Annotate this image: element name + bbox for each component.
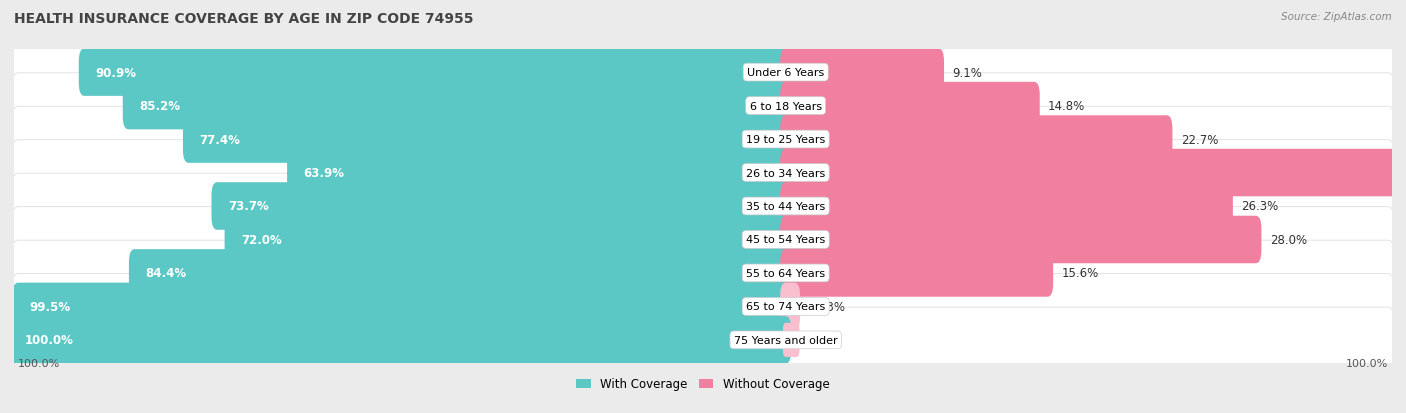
- Text: 22.7%: 22.7%: [1181, 133, 1218, 146]
- Text: 15.6%: 15.6%: [1062, 267, 1098, 280]
- FancyBboxPatch shape: [780, 49, 943, 97]
- FancyBboxPatch shape: [780, 116, 1173, 164]
- FancyBboxPatch shape: [287, 150, 792, 197]
- Text: 100.0%: 100.0%: [18, 358, 60, 368]
- Text: 35 to 44 Years: 35 to 44 Years: [747, 202, 825, 211]
- Text: 19 to 25 Years: 19 to 25 Years: [747, 135, 825, 145]
- FancyBboxPatch shape: [11, 274, 1395, 339]
- FancyBboxPatch shape: [211, 183, 792, 230]
- FancyBboxPatch shape: [780, 249, 1053, 297]
- FancyBboxPatch shape: [11, 140, 1395, 206]
- FancyBboxPatch shape: [11, 174, 1395, 239]
- Text: 28.0%: 28.0%: [1270, 233, 1306, 247]
- FancyBboxPatch shape: [780, 283, 800, 330]
- FancyBboxPatch shape: [11, 240, 1395, 306]
- Text: 90.9%: 90.9%: [96, 66, 136, 79]
- Text: 26 to 34 Years: 26 to 34 Years: [747, 168, 825, 178]
- Text: 0.0%: 0.0%: [800, 334, 830, 347]
- FancyBboxPatch shape: [780, 83, 1040, 130]
- FancyBboxPatch shape: [11, 74, 1395, 139]
- Text: 26.3%: 26.3%: [1241, 200, 1278, 213]
- FancyBboxPatch shape: [11, 40, 1395, 106]
- Text: 55 to 64 Years: 55 to 64 Years: [747, 268, 825, 278]
- Text: 63.9%: 63.9%: [304, 166, 344, 180]
- Text: Under 6 Years: Under 6 Years: [747, 68, 824, 78]
- FancyBboxPatch shape: [11, 307, 1395, 373]
- Text: 99.5%: 99.5%: [30, 300, 70, 313]
- Text: 100.0%: 100.0%: [1346, 358, 1388, 368]
- FancyBboxPatch shape: [13, 283, 792, 330]
- Text: 73.7%: 73.7%: [228, 200, 269, 213]
- Text: 6 to 18 Years: 6 to 18 Years: [749, 101, 821, 112]
- FancyBboxPatch shape: [79, 49, 792, 97]
- Text: 65 to 74 Years: 65 to 74 Years: [747, 301, 825, 312]
- Text: 72.0%: 72.0%: [242, 233, 281, 247]
- FancyBboxPatch shape: [8, 316, 792, 364]
- Text: 100.0%: 100.0%: [25, 334, 75, 347]
- Text: Source: ZipAtlas.com: Source: ZipAtlas.com: [1281, 12, 1392, 22]
- FancyBboxPatch shape: [129, 249, 792, 297]
- Text: 84.4%: 84.4%: [145, 267, 187, 280]
- FancyBboxPatch shape: [122, 83, 792, 130]
- Text: 75 Years and older: 75 Years and older: [734, 335, 838, 345]
- Legend: With Coverage, Without Coverage: With Coverage, Without Coverage: [572, 373, 834, 395]
- FancyBboxPatch shape: [11, 207, 1395, 273]
- FancyBboxPatch shape: [783, 323, 800, 357]
- Text: 9.1%: 9.1%: [952, 66, 983, 79]
- FancyBboxPatch shape: [780, 183, 1233, 230]
- Text: 77.4%: 77.4%: [200, 133, 240, 146]
- FancyBboxPatch shape: [780, 216, 1261, 263]
- Text: 0.53%: 0.53%: [808, 300, 845, 313]
- Text: HEALTH INSURANCE COVERAGE BY AGE IN ZIP CODE 74955: HEALTH INSURANCE COVERAGE BY AGE IN ZIP …: [14, 12, 474, 26]
- FancyBboxPatch shape: [780, 150, 1398, 197]
- FancyBboxPatch shape: [225, 216, 792, 263]
- Text: 14.8%: 14.8%: [1047, 100, 1085, 113]
- FancyBboxPatch shape: [183, 116, 792, 164]
- Text: 45 to 54 Years: 45 to 54 Years: [747, 235, 825, 245]
- Text: 85.2%: 85.2%: [139, 100, 180, 113]
- FancyBboxPatch shape: [11, 107, 1395, 173]
